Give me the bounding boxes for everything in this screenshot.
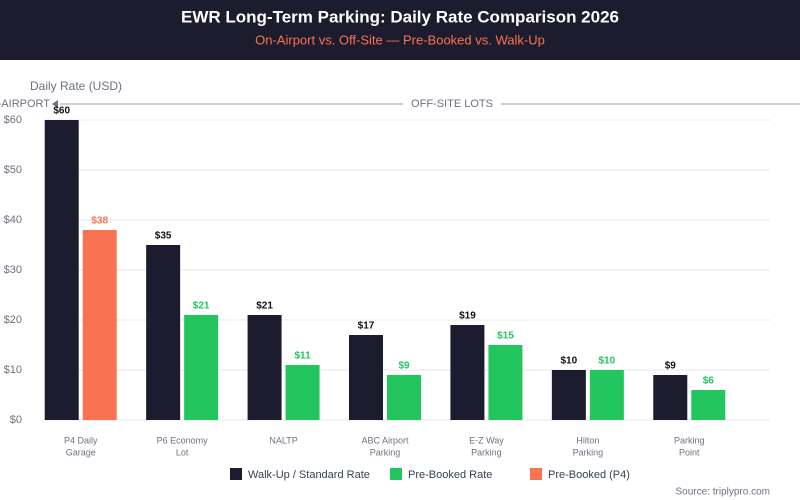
header-band xyxy=(0,0,800,60)
y-tick-label: $20 xyxy=(4,314,22,326)
bar xyxy=(247,315,282,420)
bar xyxy=(691,390,726,420)
value-label: $6 xyxy=(703,376,715,387)
value-label: $9 xyxy=(665,361,677,372)
value-label: $15 xyxy=(497,331,514,342)
bar xyxy=(488,345,523,420)
value-label: $11 xyxy=(295,351,312,362)
x-tick-label: P4 Daily xyxy=(64,435,98,445)
bar xyxy=(82,230,117,420)
bar xyxy=(184,315,219,420)
value-label: $10 xyxy=(599,356,616,367)
legend-swatch xyxy=(530,468,542,480)
x-tick-label: P6 Economy xyxy=(157,435,209,445)
bar xyxy=(387,375,421,420)
legend-swatch xyxy=(230,468,242,480)
value-label: $38 xyxy=(91,216,108,227)
value-label: $60 xyxy=(53,106,70,117)
value-label: $21 xyxy=(193,301,210,312)
x-tick-label: Parking xyxy=(471,447,502,457)
y-tick-label: $40 xyxy=(4,214,22,226)
bar xyxy=(589,370,624,420)
bar xyxy=(551,370,586,420)
x-tick-label: Lot xyxy=(176,447,189,457)
legend-label: Walk-Up / Standard Rate xyxy=(248,469,370,481)
value-label: $35 xyxy=(155,231,172,242)
y-tick-label: $50 xyxy=(4,164,22,176)
x-tick-label: Parking xyxy=(573,447,604,457)
x-tick-label: E-Z Way xyxy=(469,435,504,445)
y-tick-label: $10 xyxy=(4,364,22,376)
source: Source: triplypro.com xyxy=(676,487,770,498)
bar xyxy=(44,120,79,420)
bar xyxy=(653,375,688,420)
x-tick-label: Point xyxy=(679,447,700,457)
chart-subtitle: On-Airport vs. Off-Site — Pre-Booked vs.… xyxy=(255,32,545,47)
legend-label: Pre-Booked Rate xyxy=(408,469,492,481)
y-tick-label: $30 xyxy=(4,264,22,276)
x-tick-label: Hilton xyxy=(576,435,599,445)
value-label: $19 xyxy=(459,311,476,322)
region-label-bg xyxy=(403,96,501,112)
value-label: $17 xyxy=(358,321,375,332)
value-label: $21 xyxy=(256,301,273,312)
x-tick-label: Garage xyxy=(66,447,96,457)
region-label: OFF-SITE LOTS xyxy=(411,98,493,110)
bar xyxy=(146,245,181,420)
x-tick-label: ABC Airport xyxy=(361,435,409,445)
value-label: $9 xyxy=(398,361,410,372)
value-label: $10 xyxy=(561,356,578,367)
x-tick-label: NALTP xyxy=(269,435,297,445)
y-axis-label: Daily Rate (USD) xyxy=(30,79,122,93)
bar xyxy=(450,325,485,420)
chart-title: EWR Long-Term Parking: Daily Rate Compar… xyxy=(181,7,619,26)
x-tick-label: Parking xyxy=(674,435,705,445)
y-tick-label: $0 xyxy=(10,414,22,426)
bar xyxy=(349,335,383,420)
region-arrow xyxy=(52,100,58,108)
region-label: ON-AIRPORT xyxy=(0,98,50,110)
legend-swatch xyxy=(390,468,402,480)
y-tick-label: $60 xyxy=(4,114,22,126)
legend-label: Pre-Booked (P4) xyxy=(548,469,630,481)
bar xyxy=(285,365,320,420)
x-tick-label: Parking xyxy=(370,447,401,457)
